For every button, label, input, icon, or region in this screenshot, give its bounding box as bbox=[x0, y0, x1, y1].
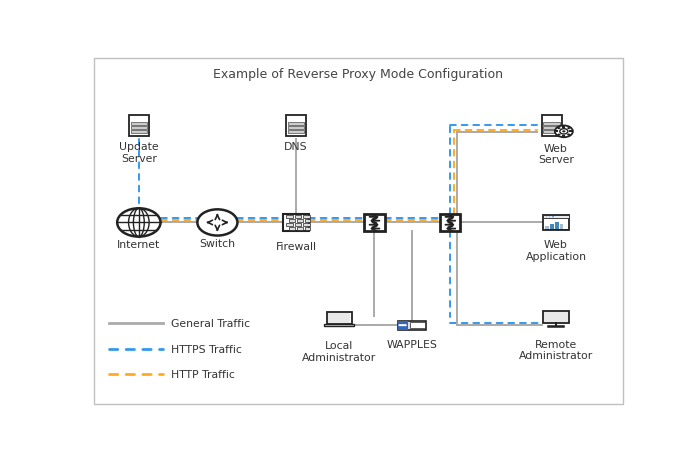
Bar bbox=[556, 131, 559, 133]
Bar bbox=[291, 134, 301, 135]
Bar bbox=[131, 131, 147, 134]
Text: Local
Administrator: Local Administrator bbox=[302, 340, 376, 362]
Bar bbox=[327, 312, 352, 325]
Circle shape bbox=[549, 217, 551, 218]
Bar bbox=[288, 123, 304, 125]
Bar bbox=[324, 325, 354, 326]
Bar bbox=[410, 323, 425, 328]
Text: Example of Reverse Proxy Mode Configuration: Example of Reverse Proxy Mode Configurat… bbox=[213, 67, 503, 80]
Bar bbox=[305, 219, 310, 222]
Bar bbox=[555, 223, 559, 229]
Circle shape bbox=[546, 217, 547, 218]
Bar bbox=[563, 127, 565, 129]
Bar bbox=[398, 321, 408, 330]
Bar bbox=[287, 224, 293, 226]
Text: Web
Server: Web Server bbox=[538, 143, 574, 165]
Bar bbox=[543, 123, 560, 125]
Bar bbox=[542, 311, 570, 324]
Bar bbox=[547, 326, 564, 327]
Circle shape bbox=[117, 209, 161, 237]
Bar bbox=[289, 219, 295, 222]
Circle shape bbox=[403, 325, 407, 326]
Bar bbox=[560, 224, 563, 229]
Circle shape bbox=[197, 210, 238, 236]
Circle shape bbox=[401, 325, 404, 326]
Bar bbox=[398, 321, 426, 330]
Text: HTTP Traffic: HTTP Traffic bbox=[171, 369, 236, 380]
Bar bbox=[295, 215, 301, 218]
Circle shape bbox=[552, 217, 554, 218]
Bar bbox=[329, 313, 350, 324]
Bar bbox=[303, 215, 310, 218]
Bar bbox=[364, 214, 384, 232]
Text: Web
Application: Web Application bbox=[526, 240, 586, 261]
Text: Switch: Switch bbox=[199, 239, 236, 249]
Bar bbox=[557, 128, 561, 130]
Bar bbox=[288, 131, 304, 134]
Bar bbox=[283, 215, 309, 231]
Bar bbox=[542, 116, 561, 136]
Bar bbox=[567, 128, 571, 130]
Bar bbox=[286, 116, 305, 136]
Bar bbox=[563, 136, 565, 138]
Bar bbox=[295, 224, 301, 226]
Bar bbox=[570, 131, 572, 133]
Bar bbox=[305, 228, 310, 230]
Text: General Traffic: General Traffic bbox=[171, 319, 250, 329]
Bar bbox=[129, 116, 149, 136]
Bar bbox=[567, 134, 571, 137]
Text: WAPPLES: WAPPLES bbox=[387, 339, 438, 349]
Circle shape bbox=[555, 126, 573, 138]
Bar bbox=[545, 226, 549, 229]
Text: HTTPS Traffic: HTTPS Traffic bbox=[171, 344, 243, 354]
Bar bbox=[557, 134, 561, 137]
Circle shape bbox=[398, 325, 402, 326]
Bar bbox=[550, 224, 554, 229]
Text: Internet: Internet bbox=[117, 240, 161, 250]
Circle shape bbox=[560, 129, 568, 134]
Bar bbox=[131, 127, 147, 129]
Bar bbox=[134, 134, 144, 135]
Bar bbox=[289, 228, 295, 230]
Text: Update
Server: Update Server bbox=[119, 142, 159, 163]
Bar bbox=[542, 216, 570, 230]
Bar bbox=[543, 131, 560, 134]
Text: DNS: DNS bbox=[284, 142, 308, 152]
Bar bbox=[297, 228, 303, 230]
Bar bbox=[131, 123, 147, 125]
Bar bbox=[544, 313, 568, 323]
Bar bbox=[547, 134, 556, 135]
Bar bbox=[440, 214, 461, 232]
Text: Remote
Administrator: Remote Administrator bbox=[519, 339, 593, 360]
Circle shape bbox=[562, 131, 565, 133]
Bar bbox=[287, 215, 293, 218]
Bar bbox=[543, 127, 560, 129]
Bar bbox=[303, 224, 310, 226]
Bar bbox=[288, 127, 304, 129]
Bar bbox=[542, 216, 570, 219]
Text: Firewall: Firewall bbox=[275, 241, 317, 252]
Bar bbox=[297, 219, 303, 222]
